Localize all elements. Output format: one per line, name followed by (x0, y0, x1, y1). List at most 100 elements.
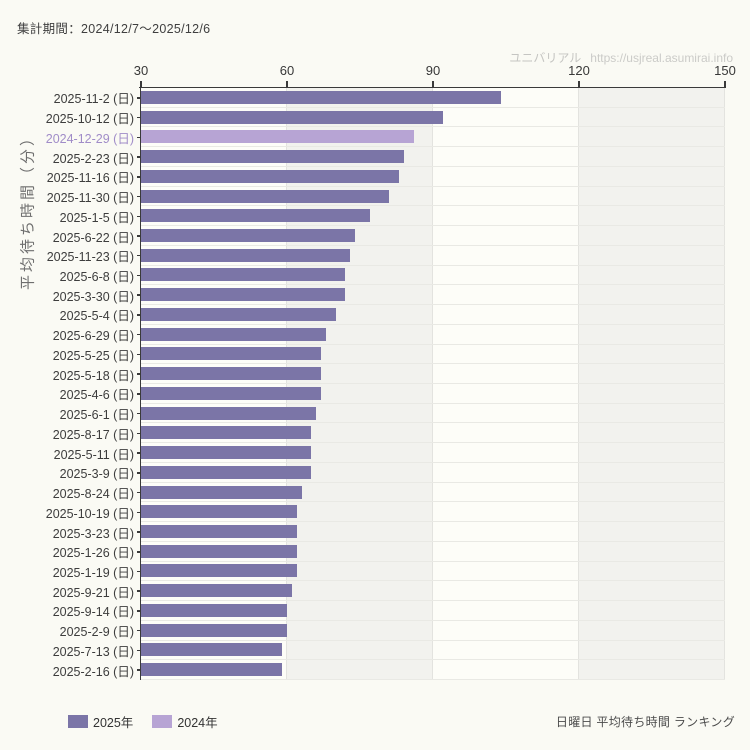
row-label: 2025-2-16 (日) (0, 660, 141, 680)
row-label-text: 2025-2-9 (日) (59, 625, 134, 640)
bar (141, 367, 322, 381)
bar-row (141, 226, 725, 246)
legend-swatch-2024 (152, 715, 173, 728)
x-tick-mark (724, 81, 726, 88)
bar-row (141, 167, 725, 187)
row-label-text: 2025-11-30 (日) (46, 191, 134, 206)
row-label: 2025-11-30 (日) (0, 187, 141, 207)
row-label: 2025-6-8 (日) (0, 266, 141, 286)
legend-label: 2025年 (93, 716, 134, 730)
bar (141, 465, 312, 479)
y-tick-mark (137, 195, 141, 198)
bar-row (141, 522, 725, 542)
bar (141, 446, 312, 460)
x-tick-mark (286, 81, 288, 88)
bar-row (141, 325, 725, 345)
row-label: 2025-3-9 (日) (0, 463, 141, 483)
row-label: 2024-12-29 (日) (0, 127, 141, 147)
row-label-text: 2025-9-14 (日) (52, 605, 134, 620)
bar-rows (141, 88, 725, 681)
row-label-text: 2024-12-29 (日) (45, 131, 134, 146)
y-tick-mark (137, 610, 141, 612)
y-tick-mark (137, 333, 141, 336)
bar-row (141, 601, 725, 621)
bar (141, 307, 336, 321)
bar (141, 525, 297, 539)
row-label: 2025-6-29 (日) (0, 325, 141, 345)
row-label-text: 2025-11-2 (日) (53, 92, 134, 107)
bar-row (141, 88, 725, 108)
row-label-text: 2025-5-25 (日) (52, 348, 134, 363)
legend-item: 2024年 (152, 712, 218, 731)
row-label: 2025-9-14 (日) (0, 601, 141, 621)
y-tick-mark (137, 274, 141, 277)
y-tick-mark (137, 215, 141, 218)
legend-item: 2025年 (68, 712, 133, 731)
row-label-text: 2025-10-19 (日) (45, 506, 134, 521)
bar (141, 347, 322, 361)
row-label: 2025-11-23 (日) (0, 246, 141, 266)
bar (141, 248, 351, 262)
x-tick-label: 30 (133, 63, 149, 78)
bar (141, 189, 390, 203)
bar-row (141, 562, 725, 582)
bar-row (141, 463, 725, 483)
bar (141, 643, 283, 657)
bar-row (141, 147, 725, 167)
bar (141, 426, 312, 440)
row-label: 2025-8-17 (日) (0, 423, 141, 443)
watermark-brand: ユニバリアル (509, 51, 582, 65)
x-axis-line (139, 86, 725, 88)
x-tick-label: 120 (568, 63, 590, 78)
y-tick-mark (137, 97, 141, 99)
bar-row (141, 483, 725, 503)
row-label: 2025-6-22 (日) (0, 226, 141, 246)
bar (141, 603, 287, 617)
y-tick-mark (137, 452, 141, 454)
x-tick-mark (432, 81, 434, 88)
bar (141, 386, 322, 400)
bar-row (141, 305, 725, 325)
row-label: 2025-11-2 (日) (0, 88, 141, 108)
row-label-text: 2025-3-9 (日) (59, 467, 134, 482)
bar-row (141, 404, 725, 424)
bar-row (141, 127, 725, 148)
y-tick-mark (137, 254, 141, 257)
row-label: 2025-6-1 (日) (0, 404, 141, 424)
watermark-url: https://usjreal.asumirai.info (590, 51, 733, 65)
bar-row (141, 542, 725, 562)
row-label: 2025-4-6 (日) (0, 384, 141, 404)
row-label-text: 2025-11-23 (日) (46, 250, 134, 265)
y-tick-mark (137, 472, 141, 474)
y-tick-mark (137, 373, 141, 375)
row-label: 2025-5-25 (日) (0, 345, 141, 365)
bar (141, 268, 346, 282)
bar-row (141, 285, 725, 306)
bar-row (141, 246, 725, 266)
bar (141, 623, 287, 637)
bar (141, 110, 443, 124)
row-label: 2025-5-4 (日) (0, 305, 141, 325)
y-tick-mark (137, 531, 141, 533)
y-tick-mark (137, 432, 141, 435)
y-tick-mark (137, 511, 141, 514)
row-label-text: 2025-2-23 (日) (52, 151, 134, 166)
y-tick-mark (137, 176, 141, 178)
row-label: 2025-5-18 (日) (0, 364, 141, 384)
row-label-text: 2025-8-17 (日) (52, 427, 134, 442)
y-axis-labels: 2025-11-2 (日) 2025-10-12 (日) 2024-12-29 (日… (0, 88, 141, 680)
bar-row (141, 502, 725, 523)
row-label: 2025-2-9 (日) (0, 621, 141, 641)
bar (141, 564, 297, 578)
bar (141, 229, 356, 242)
row-label-text: 2025-1-19 (日) (52, 565, 134, 580)
bar-row (141, 364, 725, 385)
row-label: 2025-9-21 (日) (0, 581, 141, 601)
row-label-text: 2025-6-8 (日) (59, 269, 134, 284)
row-label-text: 2025-1-26 (日) (52, 546, 134, 561)
row-label: 2025-8-24 (日) (0, 483, 141, 503)
y-tick-mark (137, 669, 141, 671)
y-tick-mark (137, 156, 141, 158)
row-label-text: 2025-4-6 (日) (59, 388, 134, 403)
